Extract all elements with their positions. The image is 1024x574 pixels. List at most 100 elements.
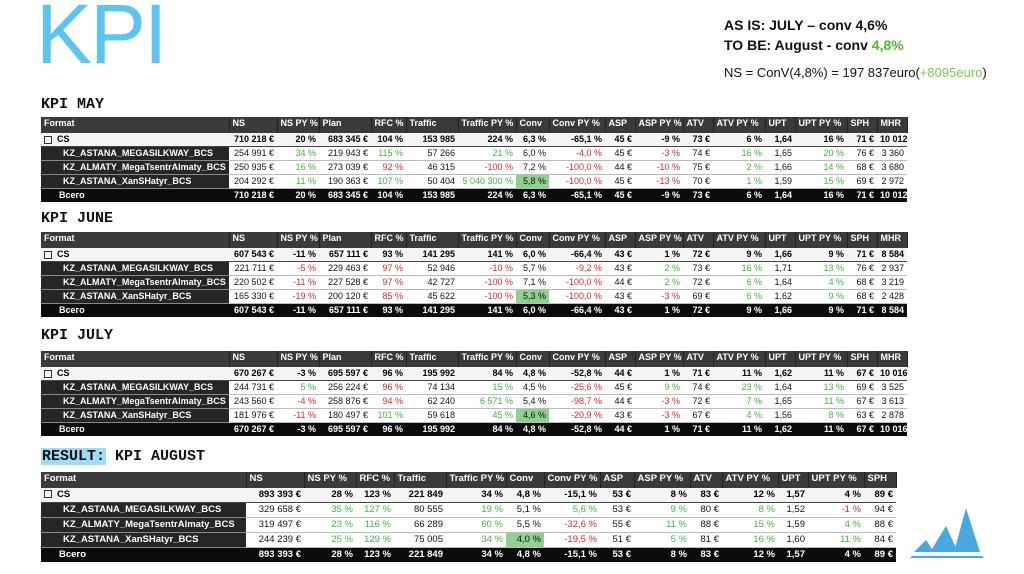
cell: 1 %	[635, 422, 683, 436]
cell: -3 %	[635, 146, 683, 161]
cell: 23 %	[713, 380, 765, 395]
row-label: CS	[41, 133, 229, 147]
column-header: Conv	[516, 117, 550, 133]
cell: 227 528 €	[319, 275, 371, 290]
cell: 12 %	[722, 547, 778, 562]
cell: -11 %	[277, 248, 319, 262]
cell: 55 €	[600, 517, 634, 533]
cell: 8 %	[634, 488, 690, 503]
cell: 5,3 %	[516, 289, 549, 304]
cell: 83 €	[690, 547, 722, 562]
cell: 75 005	[394, 532, 446, 548]
cell: -11 %	[277, 303, 319, 317]
column-header: Traffic PY %	[458, 351, 517, 367]
column-header: ASP PY %	[634, 472, 691, 488]
cell: -19,5 %	[544, 532, 600, 548]
cell: -9 %	[635, 133, 683, 147]
cell: 607 543 €	[229, 248, 277, 262]
cell: -65,1 %	[549, 188, 605, 202]
cell: 1,65	[765, 146, 795, 161]
logo-base	[910, 556, 984, 558]
cell: 101 %	[371, 408, 406, 423]
cell: 20 %	[277, 133, 319, 147]
cell: 80 €	[690, 502, 722, 518]
column-header: UPT PY %	[795, 232, 848, 248]
cell: 21 %	[458, 146, 516, 161]
cell: -13 %	[635, 174, 683, 189]
kpi-table: Format NS NS PY % RFC % Traffic Traffic PY % C…	[41, 472, 897, 562]
cell: 1 %	[635, 367, 683, 381]
cell: -5 %	[277, 261, 319, 276]
cell: 43 €	[605, 289, 635, 304]
cell: 59 618	[406, 408, 458, 423]
cell: -52,8 %	[549, 422, 605, 436]
cell: 44 €	[605, 422, 635, 436]
cell: 1,66	[765, 160, 795, 175]
cell: 11 %	[634, 517, 690, 533]
column-header: Plan	[319, 351, 372, 367]
cell: 5,7 %	[516, 261, 549, 276]
cell: 273 039 €	[319, 160, 371, 175]
cell: 43 €	[605, 408, 635, 423]
row-label: Всего	[41, 422, 229, 436]
cell: 97 %	[371, 261, 406, 276]
column-header: MHR	[877, 232, 908, 248]
column-header: UPT PY %	[795, 117, 848, 133]
cell: 221 711 €	[229, 261, 277, 276]
cell: 45 €	[605, 133, 635, 147]
kpi-table: Format NS NS PY % Plan RFC % Traffic Traffic P…	[41, 117, 908, 202]
cell: 69 €	[683, 289, 713, 304]
cell: 43 €	[605, 248, 635, 262]
cell: 60 %	[446, 517, 506, 533]
cell: 44 €	[605, 160, 635, 175]
cell: -66,4 %	[549, 248, 605, 262]
slide-title: KPI	[36, 0, 167, 81]
to-be-value: 4,8%	[871, 37, 904, 53]
cell: 6,3 %	[516, 188, 549, 202]
column-header: NS	[229, 351, 278, 367]
cell: 62 240	[406, 394, 458, 409]
column-header: Format	[41, 117, 230, 133]
cell: 244 239 €	[246, 532, 304, 548]
cell: 73 €	[683, 188, 713, 202]
cell: 45 %	[458, 408, 516, 423]
cell: 16 %	[722, 532, 778, 548]
row-label: Всего	[41, 303, 229, 317]
cell: 74 €	[683, 146, 713, 161]
cell: 4,0 %	[506, 532, 544, 548]
column-header: Conv PY %	[544, 472, 601, 488]
column-header: ATV PY %	[713, 117, 766, 133]
column-header: UPT	[765, 232, 796, 248]
row-label: Всего	[41, 188, 229, 202]
cell: 1 %	[713, 174, 765, 189]
cell: 44 €	[605, 367, 635, 381]
cell: 1,65	[765, 394, 795, 409]
cell: 71 €	[683, 422, 713, 436]
cell: 75 €	[683, 160, 713, 175]
cell: 43 €	[605, 303, 635, 317]
cell: 670 267 €	[229, 367, 277, 381]
group-row: CS 607 543 € -11 % 657 111 €93 % 141 295 141 …	[41, 248, 907, 262]
total-row: Всего 607 543 € -11 % 657 111 €93 % 141 295 1…	[41, 303, 907, 317]
cell: 8 584	[877, 248, 907, 262]
cell: 2 %	[635, 261, 683, 276]
column-header: ASP	[600, 472, 635, 488]
cell: 1,62	[765, 367, 795, 381]
cell: -11 %	[277, 408, 319, 423]
cell: 45 €	[605, 380, 635, 395]
as-is-note: AS IS: JULY – conv 4,6%	[724, 17, 888, 33]
cell: 35 %	[304, 502, 356, 518]
cell: -15,1 %	[544, 488, 600, 503]
cell: 81 €	[690, 532, 722, 548]
kpi-table: Format NS NS PY % Plan RFC % Traffic Traffic P…	[41, 232, 908, 317]
cell: 74 €	[683, 380, 713, 395]
cell: 221 849	[394, 488, 446, 503]
cell: 250 935 €	[229, 160, 277, 175]
cell: 16 %	[795, 188, 847, 202]
cell: 6,0 %	[516, 248, 549, 262]
cell: 1,62	[765, 289, 795, 304]
cell: 329 658 €	[246, 502, 304, 518]
cell: 96 %	[371, 367, 406, 381]
cell: 607 543 €	[229, 303, 277, 317]
cell: 94 €	[864, 502, 896, 518]
